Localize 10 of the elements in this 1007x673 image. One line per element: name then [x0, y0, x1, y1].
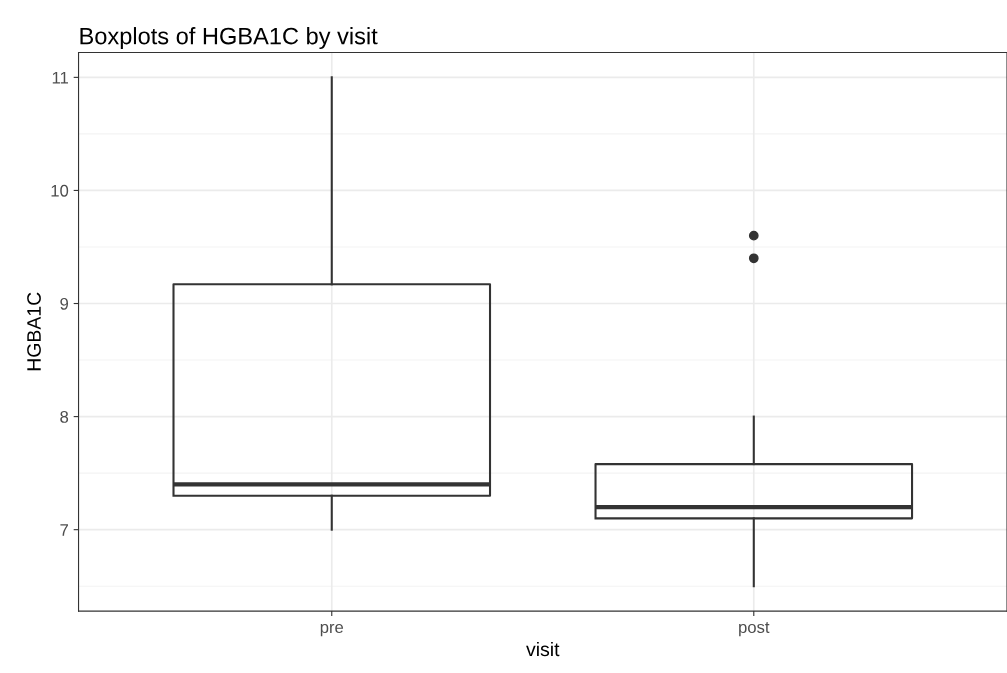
y-tick-label: 8 [60, 411, 69, 423]
x-tick-label: pre [320, 623, 344, 637]
x-tick-label: post [739, 622, 770, 637]
x-axis-title: visit [526, 641, 560, 657]
y-tick-label: 9 [60, 297, 69, 310]
y-axis-title: HGBA1C [27, 292, 41, 371]
chart-title: Boxplots of HGBA1C by visit [80, 27, 378, 50]
y-tick-label: 7 [60, 524, 68, 536]
y-tick-label: 10 [51, 184, 69, 197]
y-tick-label: 11 [52, 71, 69, 84]
